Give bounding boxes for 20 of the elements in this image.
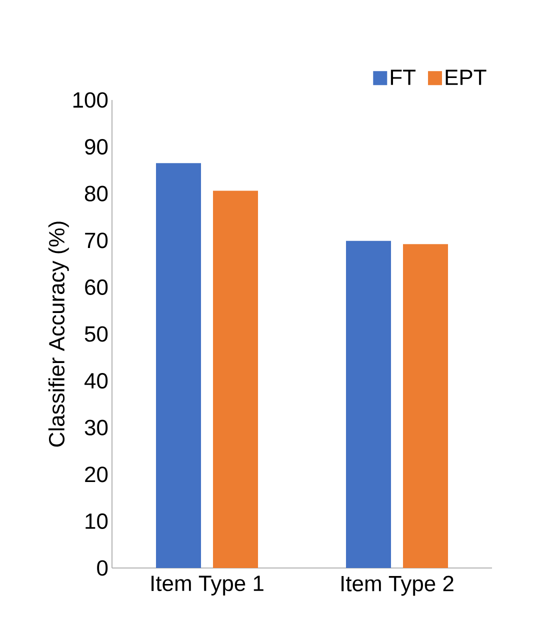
x-tick-label: Item Type 2 [342, 576, 454, 596]
y-tick-label: 100 [73, 92, 108, 108]
bar [156, 163, 201, 568]
x-tick-label: Item Type 1 [152, 576, 264, 596]
y-tick-label: 30 [84, 420, 108, 436]
y-axis-title: Classifier Accuracy (%) [48, 222, 69, 447]
y-tick-label: 80 [84, 186, 108, 202]
y-tick-label: 0 [97, 560, 108, 576]
y-tick-label: 60 [85, 279, 108, 295]
legend-label: EPT [446, 70, 486, 85]
bar [213, 190, 258, 568]
bar [403, 244, 448, 568]
legend-label: FT [390, 70, 416, 85]
y-tick-label: 20 [85, 466, 108, 482]
y-tick-label: 50 [84, 326, 108, 342]
bar [346, 240, 391, 568]
y-tick-label: 40 [84, 373, 108, 389]
y-tick-label: 70 [85, 232, 108, 248]
y-tick-label: 10 [86, 513, 108, 529]
y-tick-label: 90 [85, 139, 108, 155]
